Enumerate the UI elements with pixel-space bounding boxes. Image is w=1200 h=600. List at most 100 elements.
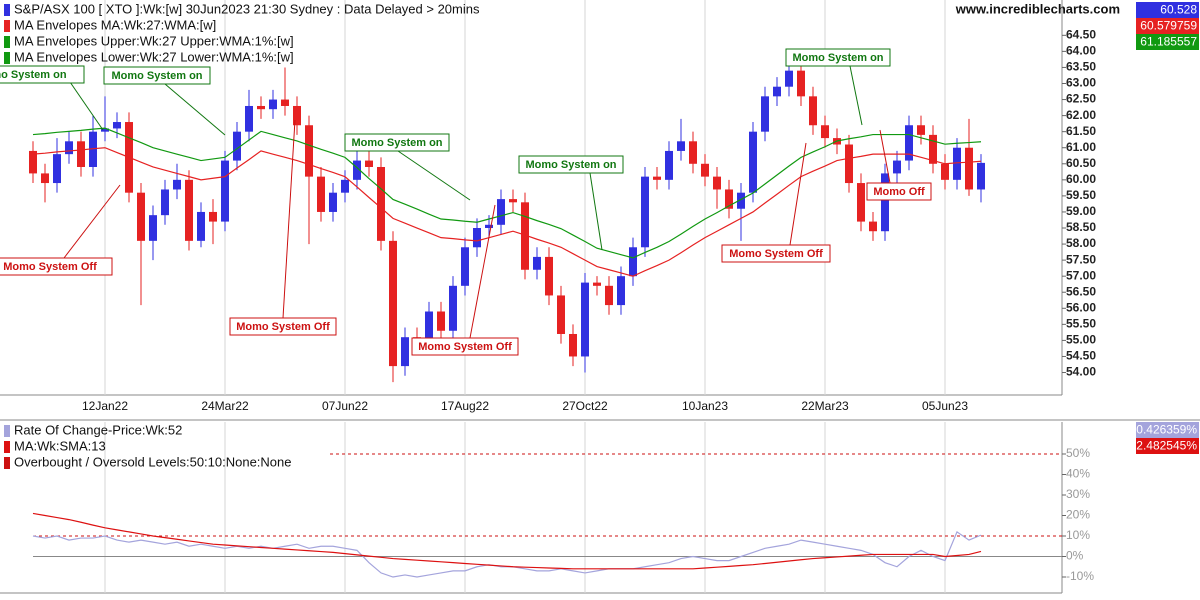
- annotation-box: [866, 182, 932, 201]
- legend-swatch: [4, 457, 10, 469]
- candle-body: [641, 176, 649, 248]
- x-tick-label: 22Mar23: [801, 399, 849, 413]
- legend-label: MA:Wk:SMA:13: [14, 438, 106, 453]
- legend-label: MA Envelopes Lower:Wk:27 Lower:WMA:1%:[w…: [14, 49, 294, 64]
- candle-body: [917, 125, 925, 135]
- y-tick-label: 62.50: [1066, 92, 1096, 106]
- y-tick-label: 56.00: [1066, 300, 1096, 314]
- candle-body: [809, 96, 817, 126]
- candle-body: [221, 160, 229, 222]
- candle-body: [545, 256, 553, 296]
- y-tick-label: 0%: [1066, 549, 1084, 563]
- y-tick-label: 55.00: [1066, 333, 1096, 347]
- annotation-arrow: [63, 184, 121, 259]
- candle-body: [377, 166, 385, 241]
- value-box: [1136, 34, 1199, 50]
- candle-body: [521, 202, 529, 270]
- annotation-box: [0, 257, 113, 276]
- annotation-box: [518, 155, 624, 174]
- candle-body: [329, 192, 337, 212]
- candle-body: [473, 228, 481, 248]
- candle-body: [161, 189, 169, 216]
- y-tick-label: 60.00: [1066, 172, 1096, 186]
- y-tick-label: 55.50: [1066, 317, 1096, 331]
- annotation-text: Momo System on: [351, 137, 442, 149]
- candle-body: [569, 333, 577, 357]
- candle-body: [665, 150, 673, 180]
- annotation-box: [785, 48, 891, 67]
- candle-body: [185, 179, 193, 241]
- candle-body: [425, 311, 433, 341]
- candle-body: [617, 276, 625, 306]
- y-tick-label: 61.50: [1066, 124, 1096, 138]
- y-tick-label: 10%: [1066, 528, 1090, 542]
- x-tick-label: 10Jan23: [682, 399, 728, 413]
- candle-body: [269, 99, 277, 110]
- annotation-text: Momo System Off: [729, 248, 823, 260]
- y-tick-label: 30%: [1066, 487, 1090, 501]
- y-tick-label: 54.50: [1066, 349, 1096, 363]
- candle-body: [857, 183, 865, 222]
- candle-body: [389, 240, 397, 367]
- x-tick-label: 17Aug22: [441, 399, 489, 413]
- y-tick-label: 50%: [1066, 446, 1090, 460]
- y-tick-label: 56.50: [1066, 284, 1096, 298]
- candle-body: [893, 160, 901, 174]
- candle-body: [725, 189, 733, 209]
- candle-body: [53, 154, 61, 184]
- y-tick-label: 20%: [1066, 508, 1090, 522]
- candle-body: [497, 199, 505, 225]
- candle-body: [929, 134, 937, 164]
- candle-body: [89, 131, 97, 167]
- candle-body: [233, 131, 241, 161]
- candle-body: [341, 179, 349, 193]
- annotation-text: Momo System Off: [236, 321, 330, 333]
- candle-body: [557, 295, 565, 334]
- annotation-arrow: [282, 119, 296, 319]
- value-box-label: 10.426359%: [1130, 423, 1198, 437]
- candle-body: [353, 160, 361, 180]
- candle-body: [41, 173, 49, 184]
- x-tick-label: 24Mar22: [201, 399, 249, 413]
- candle-body: [317, 176, 325, 212]
- candle-body: [905, 125, 913, 161]
- annotation-box: [344, 133, 450, 152]
- candle-body: [881, 173, 889, 232]
- candle-body: [605, 285, 613, 306]
- candle-body: [713, 176, 721, 190]
- y-tick-label: 40%: [1066, 467, 1090, 481]
- annotation-text: Momo System Off: [3, 261, 97, 273]
- candle-body: [77, 141, 85, 167]
- y-tick-label: 54.00: [1066, 365, 1096, 379]
- plot-area: [29, 64, 985, 383]
- candle-body: [509, 199, 517, 203]
- candle-body: [401, 337, 409, 367]
- candle-body: [173, 179, 181, 190]
- legend-swatch: [4, 20, 10, 32]
- candle-body: [437, 311, 445, 331]
- candle-body: [137, 192, 145, 241]
- annotation-box: [721, 244, 831, 263]
- legend-label: MA Envelopes Upper:Wk:27 Upper:WMA:1%:[w…: [14, 33, 294, 48]
- candle-body: [449, 285, 457, 331]
- annotation-arrow: [849, 65, 863, 126]
- candle-body: [593, 282, 601, 286]
- candle-body: [305, 125, 313, 177]
- legend-swatch: [4, 425, 10, 437]
- candle-body: [701, 163, 709, 177]
- candle-body: [29, 150, 37, 174]
- annotation-box: [0, 65, 85, 84]
- legend-label: MA Envelopes MA:Wk:27:WMA:[w]: [14, 17, 216, 32]
- candle-body: [365, 160, 373, 167]
- value-box-label: 60.528: [1160, 3, 1197, 17]
- value-box-label: 61.185557: [1140, 35, 1197, 49]
- site-url: www.incrediblecharts.com: [955, 1, 1120, 16]
- candle-body: [761, 96, 769, 132]
- candle-body: [485, 224, 493, 229]
- plot-area: [32, 453, 1062, 578]
- candle-body: [737, 192, 745, 209]
- annotation-text: Momo Off: [873, 186, 925, 198]
- x-tick-label: 27Oct22: [562, 399, 608, 413]
- legend-swatch: [4, 4, 10, 16]
